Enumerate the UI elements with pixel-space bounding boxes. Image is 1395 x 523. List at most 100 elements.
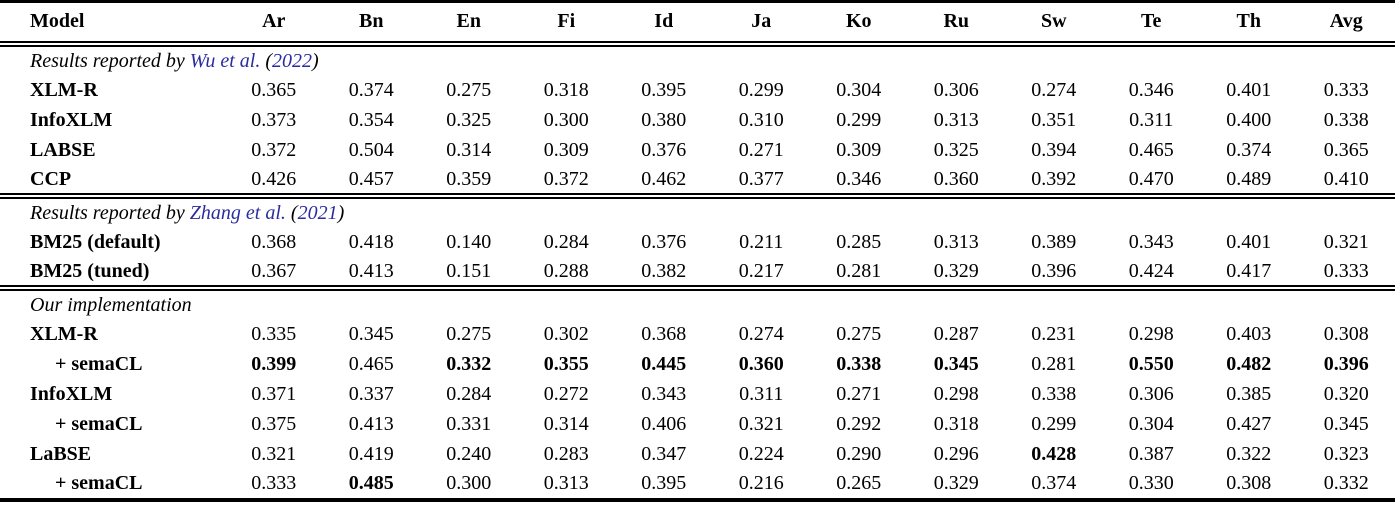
column-header-bn: Bn [359, 10, 384, 33]
metric-value: 0.304 [836, 79, 882, 101]
metric-value: 0.271 [738, 139, 784, 161]
metric-value: 0.345 [1323, 413, 1369, 435]
metric-value: 0.292 [836, 413, 882, 435]
metric-value: 0.313 [543, 472, 589, 494]
metric-value: 0.320 [1323, 383, 1369, 405]
metric-value: 0.283 [543, 443, 589, 465]
metric-value: 0.285 [836, 231, 882, 253]
metric-value: 0.419 [348, 443, 394, 465]
metric-value: 0.410 [1323, 167, 1369, 190]
metric-value: 0.374 [1226, 139, 1272, 161]
metric-value: 0.308 [1323, 323, 1369, 345]
metric-value: 0.377 [738, 167, 784, 190]
metric-value: 0.314 [543, 413, 589, 435]
metric-value: 0.418 [348, 231, 394, 253]
citation-year-link[interactable]: 2021 [297, 201, 338, 224]
model-name: InfoXLM [30, 109, 113, 131]
citation-paren-open: ( [285, 201, 298, 224]
metric-value: 0.426 [251, 167, 297, 190]
table-row: + semaCL 0.375 0.413 0.331 0.314 0.406 0.321 0.… [0, 410, 1395, 440]
table-row: InfoXLM 0.373 0.354 0.325 0.300 0.380 0.310 0.2… [0, 106, 1395, 136]
metric-value: 0.504 [348, 139, 394, 161]
citation-year-link[interactable]: 2022 [272, 49, 313, 72]
metric-value: 0.271 [836, 383, 882, 405]
metric-value: 0.374 [348, 79, 394, 101]
metric-value: 0.331 [446, 413, 492, 435]
metric-value: 0.470 [1128, 167, 1174, 190]
metric-value: 0.306 [933, 79, 979, 101]
section-label-row: Our implementation [0, 288, 1395, 320]
table-header: Model Ar Bn En Fi Id Ja Ko Ru Sw Te Th A… [0, 2, 1395, 44]
metric-value: 0.333 [251, 472, 297, 494]
metric-value: 0.368 [251, 231, 297, 253]
metric-value: 0.275 [446, 79, 492, 101]
metric-value: 0.290 [836, 443, 882, 465]
column-header-th: Th [1236, 10, 1261, 33]
metric-value: 0.299 [1031, 413, 1077, 435]
metric-value: 0.337 [348, 383, 394, 405]
metric-value: 0.445 [641, 353, 687, 375]
metric-value: 0.288 [543, 259, 589, 282]
metric-value: 0.347 [641, 443, 687, 465]
metric-value: 0.489 [1226, 167, 1272, 190]
citation-link[interactable]: Wu et al. [189, 49, 261, 72]
metric-value: 0.322 [1226, 443, 1272, 465]
metric-value: 0.382 [641, 259, 687, 282]
metric-value: 0.300 [543, 109, 589, 131]
metric-value: 0.321 [1323, 231, 1369, 253]
metric-value: 0.310 [738, 109, 784, 131]
metric-value: 0.413 [348, 413, 394, 435]
metric-value: 0.465 [348, 353, 394, 375]
metric-value: 0.360 [738, 353, 784, 375]
model-name: BM25 (default) [30, 231, 161, 253]
metric-value: 0.424 [1128, 259, 1174, 282]
metric-value: 0.151 [446, 259, 492, 282]
section-label-text: Results reported by [30, 201, 190, 224]
metric-value: 0.351 [1031, 109, 1077, 131]
metric-value: 0.406 [641, 413, 687, 435]
metric-value: 0.313 [933, 109, 979, 131]
citation-link[interactable]: Zhang et al. [189, 201, 286, 224]
table-row: CCP 0.426 0.457 0.359 0.372 0.462 0.377 0.346 0.… [0, 166, 1395, 196]
metric-value: 0.550 [1128, 353, 1174, 375]
metric-value: 0.314 [446, 139, 492, 161]
metric-value: 0.485 [348, 472, 394, 494]
metric-value: 0.313 [933, 231, 979, 253]
metric-value: 0.318 [933, 413, 979, 435]
column-header-en: En [456, 10, 481, 33]
metric-value: 0.372 [251, 139, 297, 161]
citation-paren-close: ) [312, 49, 319, 72]
metric-value: 0.281 [1031, 353, 1077, 375]
section-label-row: Results reported by Zhang et al. (2021) [0, 196, 1395, 228]
column-header-ja: Ja [751, 10, 772, 33]
metric-value: 0.296 [933, 443, 979, 465]
metric-value: 0.272 [543, 383, 589, 405]
metric-value: 0.308 [1226, 472, 1272, 494]
metric-value: 0.374 [1031, 472, 1077, 494]
metric-value: 0.275 [836, 323, 882, 345]
metric-value: 0.335 [251, 323, 297, 345]
column-header-te: Te [1141, 10, 1162, 33]
metric-value: 0.284 [543, 231, 589, 253]
metric-value: 0.427 [1226, 413, 1272, 435]
metric-value: 0.395 [641, 472, 687, 494]
column-header-model: Model [30, 10, 85, 33]
section-label-text: Our implementation [30, 293, 192, 316]
results-table: Model Ar Bn En Fi Id Ja Ko Ru Sw Te Th A… [0, 0, 1395, 502]
metric-value: 0.333 [1323, 259, 1369, 282]
metric-value: 0.274 [738, 323, 784, 345]
metric-value: 0.325 [933, 139, 979, 161]
metric-value: 0.394 [1031, 139, 1077, 161]
metric-value: 0.287 [933, 323, 979, 345]
model-name: BM25 (tuned) [30, 259, 150, 282]
metric-value: 0.323 [1323, 443, 1369, 465]
metric-value: 0.482 [1226, 353, 1272, 375]
model-name: + semaCL [55, 353, 143, 375]
column-header-ar: Ar [262, 10, 286, 33]
metric-value: 0.329 [933, 259, 979, 282]
metric-value: 0.343 [641, 383, 687, 405]
metric-value: 0.211 [739, 231, 784, 253]
metric-value: 0.321 [251, 443, 297, 465]
metric-value: 0.457 [348, 167, 394, 190]
metric-value: 0.372 [543, 167, 589, 190]
